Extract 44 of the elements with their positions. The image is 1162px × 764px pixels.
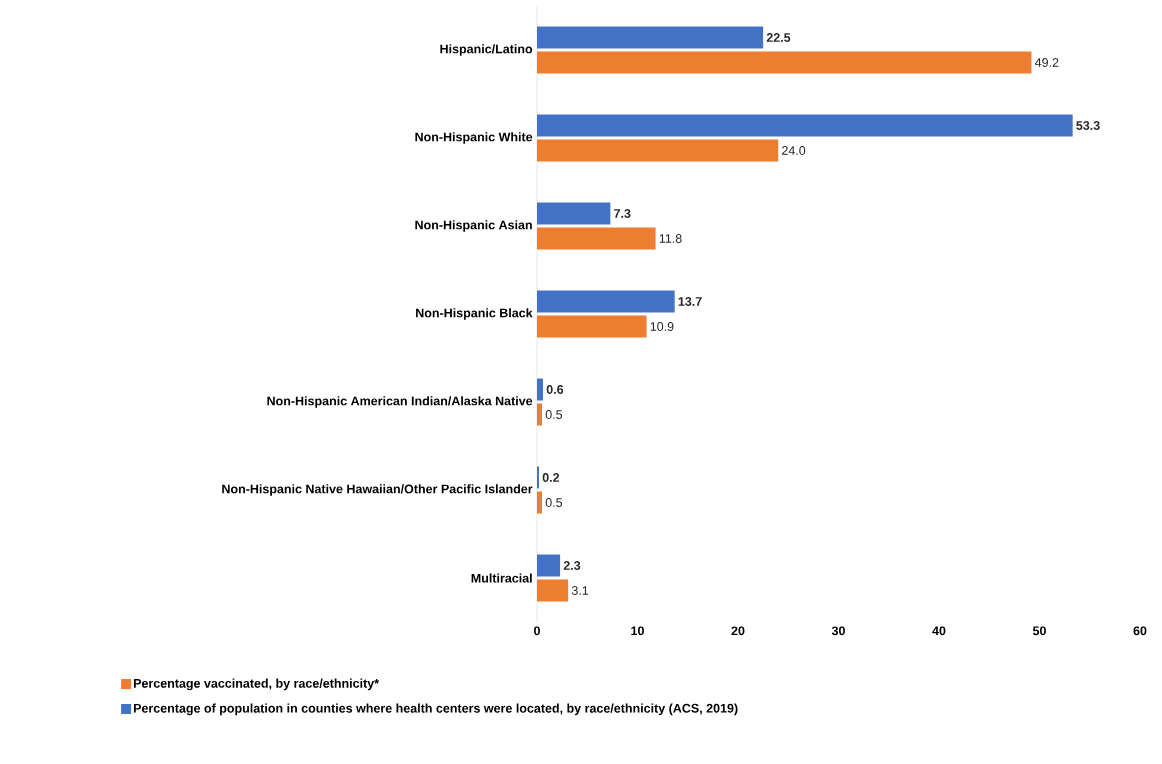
bar	[537, 51, 1032, 74]
legend-label: Percentage of population in counties where health centers were located, by race/ethnicity (ACS, 2019)	[133, 703, 738, 716]
y-tick-label: Hispanic/Latino	[440, 44, 533, 56]
y-tick-label: Non-Hispanic Black	[416, 308, 533, 320]
data-label: 24.0	[782, 146, 806, 155]
y-tick-label: Non-Hispanic White	[415, 132, 533, 144]
bar	[537, 114, 1073, 137]
bar	[537, 491, 543, 514]
data-label: 11.8	[659, 234, 682, 243]
bar	[537, 378, 544, 401]
x-tick-label: 50	[1032, 626, 1046, 636]
data-label: 0.6	[546, 385, 564, 394]
legend-label: Percentage vaccinated, by race/ethnicity*	[133, 678, 380, 691]
data-label: 22.5	[766, 33, 791, 42]
y-tick-label: Non-Hispanic Native Hawaiian/Other Pacific Islander	[222, 484, 533, 496]
data-label: 10.9	[650, 322, 674, 331]
data-label: 0.5	[545, 498, 563, 507]
bar	[537, 290, 675, 313]
x-tick-label: 40	[932, 626, 946, 636]
x-tick-label: 20	[731, 626, 745, 636]
x-tick-label: 10	[631, 626, 644, 636]
bar	[537, 202, 611, 225]
bar	[537, 554, 561, 577]
data-label: 3.1	[571, 586, 589, 595]
bar	[537, 466, 540, 489]
data-label: 2.3	[563, 561, 581, 570]
y-tick-label: Non-Hispanic American Indian/Alaska Native	[267, 396, 533, 408]
bar	[537, 315, 647, 338]
y-tick-label: Multiracial	[471, 573, 532, 583]
x-tick-label: 0	[534, 626, 540, 636]
x-tick-label: 60	[1133, 626, 1147, 636]
data-label: 0.5	[545, 410, 563, 419]
data-label: 0.2	[542, 473, 560, 482]
bar	[537, 139, 779, 162]
bar	[537, 403, 543, 426]
data-label: 49.2	[1034, 58, 1059, 67]
bar	[537, 227, 656, 250]
data-label: 7.3	[614, 209, 631, 218]
bar	[537, 26, 764, 49]
x-tick-label: 30	[831, 626, 845, 636]
y-tick-label: Non-Hispanic Asian	[415, 220, 532, 232]
data-label: 13.7	[678, 297, 702, 306]
bar	[537, 579, 569, 602]
data-label: 53.3	[1076, 121, 1100, 130]
